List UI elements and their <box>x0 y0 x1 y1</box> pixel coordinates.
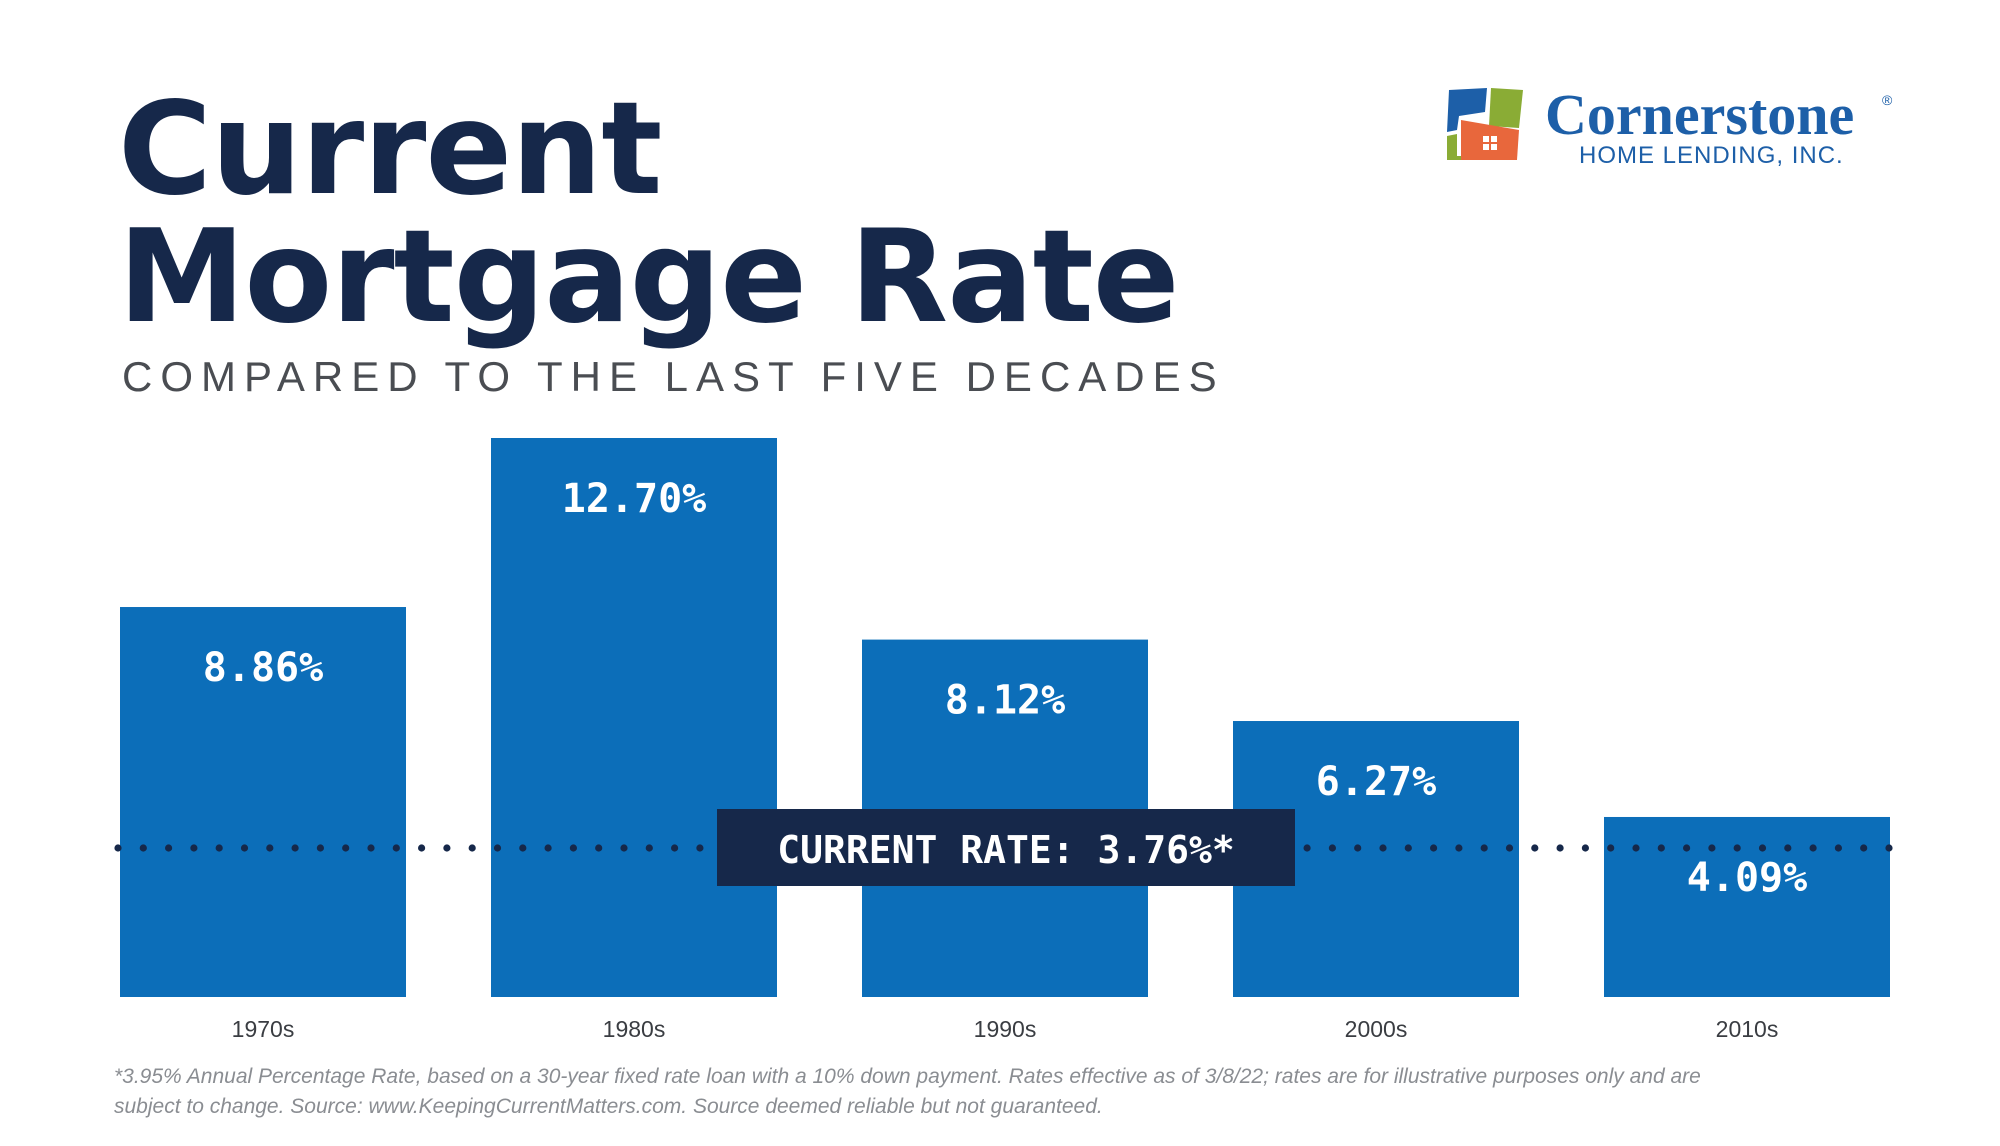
logo-tagline: HOME LENDING, INC. <box>1579 142 1844 169</box>
current-rate-label: CURRENT RATE: 3.76%* <box>777 828 1235 872</box>
reference-dot <box>1581 844 1589 852</box>
bar-value-label: 8.86% <box>203 645 323 691</box>
reference-dot <box>1480 844 1488 852</box>
reference-dot <box>215 844 223 852</box>
house-logo-icon <box>1447 88 1523 160</box>
reference-dot <box>291 844 299 852</box>
reference-dot <box>544 844 552 852</box>
current-rate-callout: CURRENT RATE: 3.76%* <box>717 809 1295 886</box>
x-tick-label: 2010s <box>1716 1016 1779 1042</box>
footnote: *3.95% Annual Percentage Rate, based on … <box>114 1062 1914 1122</box>
x-tick-label: 2000s <box>1345 1016 1408 1042</box>
bar-1970s <box>120 607 406 997</box>
bar-value-label: 12.70% <box>562 476 707 522</box>
logo-registered-mark: ® <box>1882 92 1893 108</box>
bars-layer: 8.86% 1970s 12.70% 1980s 8.12% 1990s 6.27% 2000… <box>120 438 1890 1042</box>
reference-dot <box>1455 844 1463 852</box>
footnote-line-2: subject to change. Source: www.KeepingCu… <box>114 1095 1103 1118</box>
bar-value-label: 8.12% <box>945 678 1065 724</box>
reference-dot <box>342 844 350 852</box>
reference-dot <box>1708 844 1716 852</box>
reference-dot <box>114 844 122 852</box>
reference-dot <box>367 844 375 852</box>
reference-dot <box>1758 844 1767 852</box>
title-line-2: Mortgage Rate <box>118 203 1180 352</box>
page-subtitle: COMPARED TO THE LAST FIVE DECADES <box>122 353 1225 400</box>
reference-dot <box>1834 844 1842 852</box>
reference-dot <box>190 844 198 852</box>
reference-dot <box>443 844 451 852</box>
reference-dot <box>139 844 147 852</box>
current-rate-box <box>717 809 1295 886</box>
bar-1980s <box>491 438 777 997</box>
reference-dot <box>1303 844 1311 852</box>
x-tick-label: 1970s <box>232 1016 295 1042</box>
x-tick-label: 1990s <box>974 1016 1037 1042</box>
reference-dot <box>1657 844 1665 852</box>
reference-dot <box>1607 844 1615 852</box>
footnote-line-1: *3.95% Annual Percentage Rate, based on … <box>114 1065 1701 1088</box>
reference-dot <box>620 844 628 852</box>
x-tick-label: 1980s <box>603 1016 666 1042</box>
bar-value-label: 4.09% <box>1687 855 1807 901</box>
bar-value-label: 6.27% <box>1316 759 1436 805</box>
reference-dot <box>1328 844 1336 852</box>
reference-dot <box>165 844 173 852</box>
reference-dot <box>493 844 502 852</box>
reference-dot <box>595 844 603 852</box>
logo-name: Cornerstone <box>1545 82 1855 147</box>
reference-dot <box>392 844 400 852</box>
reference-dot <box>1556 844 1564 852</box>
reference-dot <box>418 844 426 852</box>
reference-dot <box>1505 844 1514 852</box>
reference-dot <box>671 844 679 852</box>
reference-dot <box>519 844 527 852</box>
title-line-1: Current <box>118 75 662 224</box>
reference-dot <box>569 844 578 852</box>
reference-dot <box>1683 844 1691 852</box>
reference-dot <box>316 844 324 852</box>
page-title: Current Mortgage Rate <box>118 75 1180 352</box>
reference-dot <box>1354 844 1362 852</box>
reference-dot <box>1885 844 1893 852</box>
reference-dot <box>1733 844 1741 852</box>
reference-dot <box>1430 844 1438 852</box>
company-logo: Cornerstone ® HOME LENDING, INC. <box>1445 82 1905 169</box>
reference-dot <box>1531 844 1539 852</box>
bar-2010s <box>1604 816 1890 997</box>
reference-dot <box>240 844 249 852</box>
reference-dot <box>468 844 476 852</box>
reference-dot <box>1379 844 1387 852</box>
reference-dot <box>645 844 653 852</box>
reference-dot <box>1404 844 1412 852</box>
reference-dot <box>1784 844 1792 852</box>
reference-dot <box>1809 844 1817 852</box>
reference-dot <box>266 844 274 852</box>
reference-dot <box>696 844 704 852</box>
reference-dot <box>1632 844 1640 852</box>
reference-dot <box>1860 844 1868 852</box>
